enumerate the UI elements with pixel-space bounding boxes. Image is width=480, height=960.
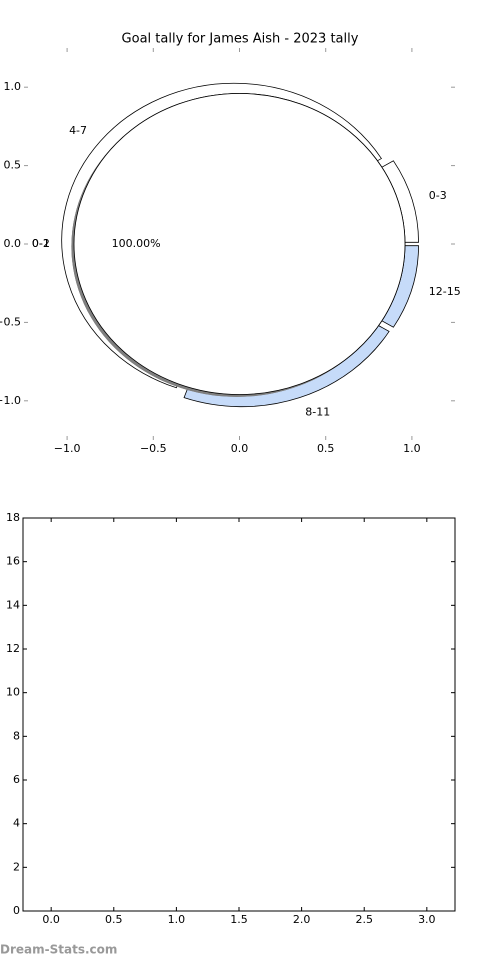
y-tick-label: 0.5: [4, 159, 22, 172]
y-tick-label: 0.0: [4, 237, 22, 250]
wedge-percent: 100.00%: [112, 237, 161, 250]
y-tick-label: 10: [6, 686, 20, 699]
x-tick-label: −1.0: [54, 442, 81, 455]
y-tick-label: −0.5: [0, 315, 21, 328]
x-tick-label: 1.5: [230, 913, 248, 926]
wedge-label: 0-3: [429, 189, 447, 202]
y-tick-label: 6: [13, 773, 20, 786]
x-tick-label: 0.0: [231, 442, 249, 455]
watermark: Dream-Stats.com: [0, 943, 117, 957]
y-tick-label: 4: [13, 817, 20, 830]
wedge-label: 8-11: [305, 405, 330, 418]
wedge-label: 12-15: [429, 285, 461, 298]
wedge-label: 4-7: [69, 124, 87, 137]
wedge: [73, 93, 406, 395]
x-tick-label: 1.0: [403, 442, 421, 455]
x-tick-label: 0.0: [42, 913, 60, 926]
y-tick-label: 1.0: [4, 80, 22, 93]
x-tick-label: −0.5: [140, 442, 167, 455]
wedge-label: 0-1: [32, 237, 50, 250]
wedge-label: 0-2: [32, 237, 50, 250]
y-tick-label: 8: [13, 729, 20, 742]
y-tick-label: −1.0: [0, 394, 21, 407]
chart-title: Goal tally for James Aish - 2023 tally: [122, 32, 359, 47]
x-tick-label: 0.5: [105, 913, 123, 926]
y-tick-label: 0: [13, 904, 20, 917]
x-tick-label: 3.0: [418, 913, 436, 926]
y-tick-label: 14: [6, 598, 20, 611]
y-tick-label: 12: [6, 642, 20, 655]
x-tick-label: 2.5: [355, 913, 373, 926]
x-tick-label: 2.0: [293, 913, 311, 926]
axes-frame: [22, 517, 456, 912]
y-tick-label: 18: [6, 511, 20, 524]
x-tick-label: 0.5: [317, 442, 335, 455]
y-tick-label: 2: [13, 860, 20, 873]
y-tick-label: 16: [6, 555, 20, 568]
x-tick-label: 1.0: [168, 913, 186, 926]
